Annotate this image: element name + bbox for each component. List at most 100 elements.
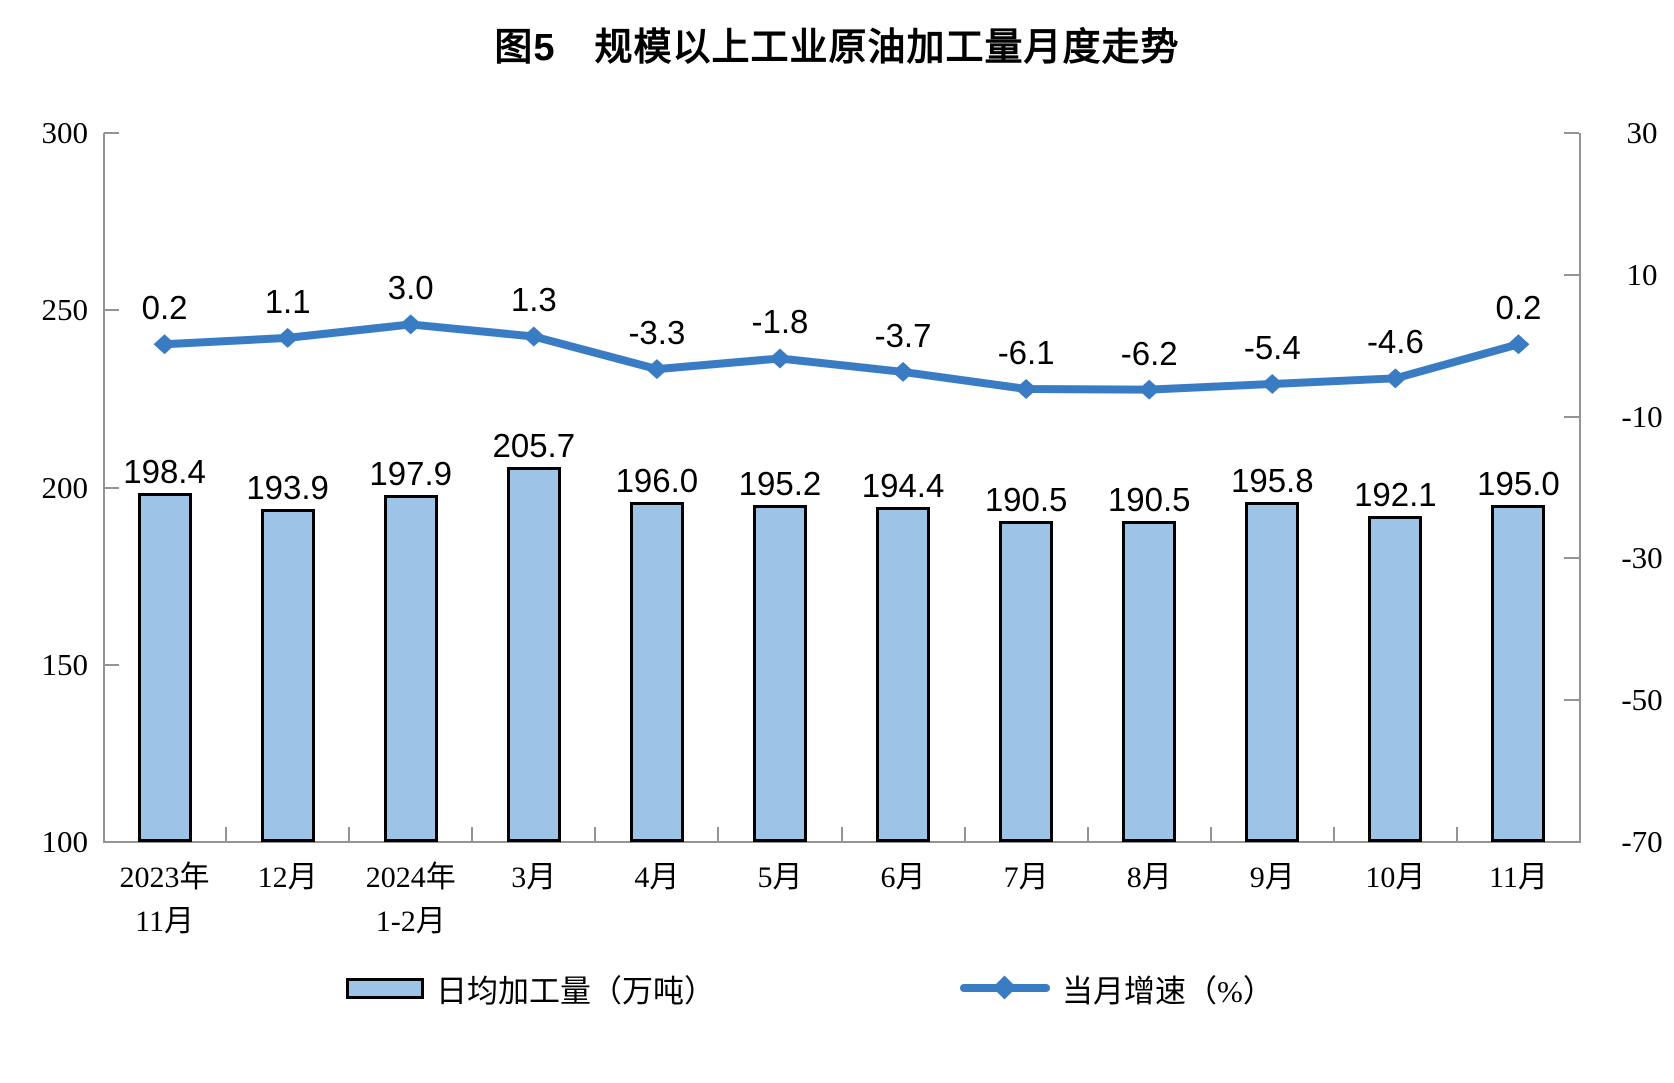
line-swatch-diamond-icon: [992, 975, 1017, 1000]
x-axis-category-label: 7月: [1004, 856, 1049, 900]
bar: [1122, 521, 1177, 842]
legend-bar-label: 日均加工量（万吨）: [436, 973, 715, 1009]
x-axis-category-label-line: 4月: [634, 861, 680, 894]
x-axis-tick: [963, 827, 966, 842]
bar-value-label: 193.9: [246, 469, 329, 507]
line-value-label: -5.4: [1243, 328, 1301, 366]
left-axis-tick: [104, 309, 119, 312]
x-axis-category-label-line: 11月: [1489, 861, 1548, 894]
x-axis-category-label: 2023年 11月: [120, 856, 210, 944]
bar-value-label: 197.9: [369, 454, 452, 492]
x-axis-category-label-line: 12月: [257, 861, 318, 894]
right-axis-tick: [1564, 132, 1579, 134]
line-marker-diamond-icon: [1261, 373, 1284, 394]
line-marker-diamond-icon: [153, 334, 176, 355]
line-value-label: 1.1: [264, 282, 311, 320]
bar-value-label: 196.0: [615, 461, 699, 499]
left-axis-tick-label: 200: [41, 469, 89, 505]
x-axis-category-label-line: 6月: [880, 861, 926, 894]
bar: [137, 493, 192, 842]
x-axis-category-label: 5月: [757, 856, 802, 900]
line-marker-diamond-icon: [645, 359, 668, 380]
right-axis-tick-label: -30: [1621, 540, 1663, 576]
bar-value-label: 194.4: [861, 467, 945, 505]
line-marker-diamond-icon: [1138, 379, 1161, 400]
chart-title: 图5 规模以上工业原油加工量月度走势: [494, 27, 1180, 69]
x-axis-category-label: 4月: [634, 856, 679, 900]
line-marker-diamond-icon: [1384, 368, 1407, 389]
bar: [260, 509, 315, 842]
x-axis-category-label: 11月: [1489, 856, 1548, 900]
left-axis-tick-label: 250: [41, 292, 89, 328]
x-axis-category-label-line: 1-2月: [375, 905, 446, 938]
right-axis-tick-label: -70: [1621, 824, 1663, 859]
x-axis-category-label: 8月: [1127, 856, 1172, 900]
left-axis-tick-label: 150: [41, 646, 89, 682]
x-axis-tick: [1086, 827, 1089, 842]
x-axis-category-label: 9月: [1250, 856, 1295, 900]
line-marker-diamond-icon: [768, 348, 791, 369]
left-axis-tick-label: 300: [41, 115, 89, 150]
bar-value-label: 195.8: [1230, 462, 1314, 500]
line-marker-diamond-icon: [399, 314, 422, 335]
trend-line: [160, 320, 1523, 394]
bar-value-label: 198.4: [123, 453, 206, 491]
line-value-label: 0.2: [1495, 289, 1542, 327]
bar-value-label: 195.2: [738, 464, 822, 502]
right-axis-tick-label: 30: [1626, 115, 1658, 150]
x-axis-tick: [348, 827, 351, 842]
x-axis-category-label: 10月: [1365, 856, 1425, 900]
x-axis-tick: [1455, 827, 1458, 842]
legend-item-bar: 日均加工量（万吨）: [346, 966, 715, 1010]
line-marker-diamond-icon: [892, 361, 915, 382]
x-axis-tick: [717, 827, 720, 842]
x-axis-category-label-line: 5月: [757, 861, 803, 894]
x-axis-category-label-line: 11月: [135, 905, 194, 938]
right-axis-tick: [1564, 557, 1579, 560]
x-axis-category-label: 12月: [258, 856, 318, 900]
line-value-label: -6.1: [997, 333, 1055, 371]
left-axis-tick: [104, 841, 119, 843]
left-axis-tick: [104, 663, 119, 666]
bar: [1368, 515, 1423, 842]
bar-value-label: 195.0: [1477, 465, 1560, 503]
legend-item-line: 当月增速（%）: [960, 966, 1274, 1010]
line-value-label: 3.0: [387, 269, 434, 307]
line-value-label: -6.2: [1120, 334, 1178, 372]
x-axis-tick: [471, 827, 474, 842]
x-axis-category-label-line: 2023年: [119, 861, 210, 894]
left-axis-tick: [104, 132, 119, 134]
bar: [506, 467, 561, 842]
left-axis-tick-label: 100: [41, 824, 89, 859]
line-marker-diamond-icon: [1015, 378, 1038, 399]
bar-swatch-icon: [346, 977, 424, 999]
x-axis-category-label-line: 9月: [1249, 861, 1295, 894]
x-axis-category-label-line: 8月: [1126, 861, 1172, 894]
left-axis-tick: [104, 486, 119, 489]
x-axis-tick: [1209, 827, 1212, 842]
line-value-label: 1.3: [510, 281, 557, 319]
x-axis-tick: [594, 827, 597, 842]
right-axis-line: [1579, 133, 1581, 842]
x-axis-tick: [1332, 827, 1335, 842]
right-axis-tick: [1564, 273, 1579, 276]
line-marker-diamond-icon: [276, 327, 299, 348]
bar: [752, 504, 807, 842]
x-axis-category-label-line: 2024年: [365, 861, 456, 894]
line-marker-diamond-icon: [1507, 334, 1530, 355]
bar-value-label: 192.1: [1354, 475, 1437, 513]
line-value-label: -3.7: [874, 316, 932, 354]
bar-value-label: 190.5: [1107, 481, 1191, 519]
line-swatch-icon: [960, 966, 1050, 1010]
bar: [629, 501, 684, 842]
bar: [999, 521, 1054, 842]
x-axis-category-label: 3月: [511, 856, 556, 900]
bottom-axis-line: [103, 841, 1581, 843]
bar: [876, 507, 931, 842]
x-axis-category-label-line: 7月: [1003, 861, 1049, 894]
line-value-label: 0.2: [141, 289, 188, 327]
x-axis-tick: [225, 827, 228, 842]
right-axis-tick: [1564, 841, 1579, 843]
